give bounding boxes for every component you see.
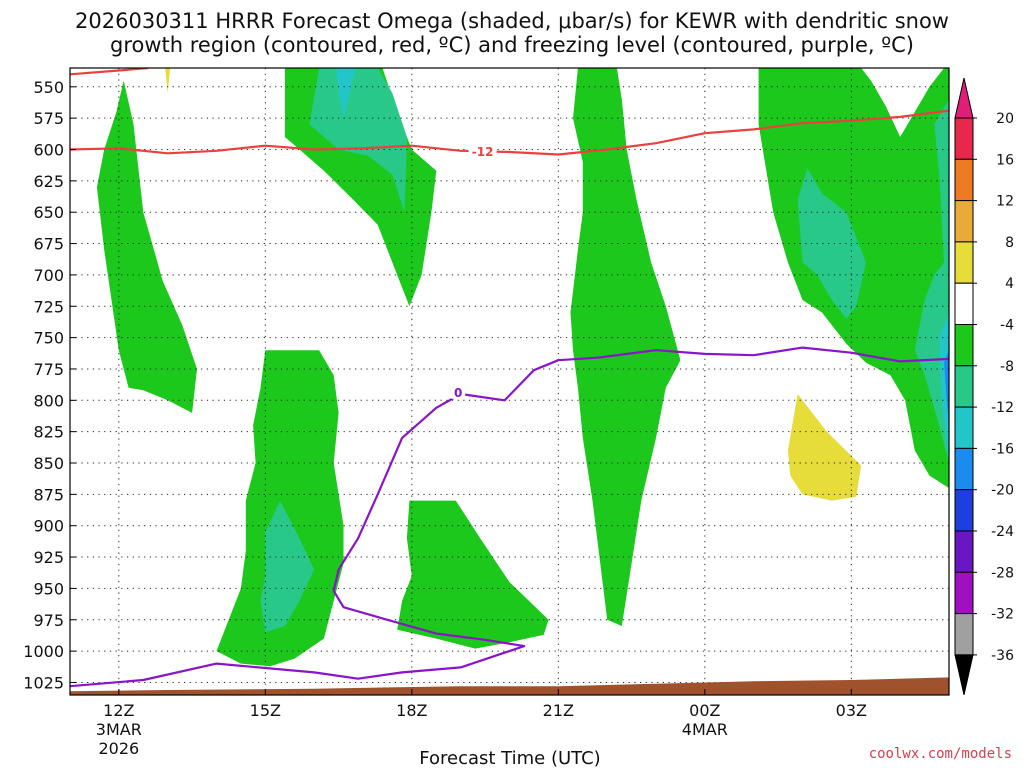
colorbar-label: 20 (996, 111, 1014, 127)
x-tick-date: 3MAR (96, 720, 142, 739)
chart-title-line2: growth region (contoured, red, ºC) and f… (110, 33, 914, 57)
colorbar-swatch (954, 571, 974, 615)
y-tick-label: 1025 (23, 673, 64, 692)
colorbar: 20 16 12 8 4 -4 -8 -12 -16 -20 -24 -28 -32 -36 (954, 77, 1014, 696)
y-tick-label: 850 (33, 454, 64, 473)
colorbar-bottom-arrow (954, 654, 974, 696)
y-axis: 550 575 600 625 650 675 700 725 750 775 800 825 850 8… (23, 78, 76, 692)
colorbar-label: 8 (1005, 235, 1014, 251)
colorbar-label: -32 (991, 607, 1014, 623)
contour-label-minus12: -12 (472, 145, 494, 159)
omega-blue-right-edge (944, 350, 949, 426)
colorbar-swatch (954, 241, 974, 284)
terrain-layer (70, 677, 949, 695)
colorbar-label: -8 (1000, 359, 1014, 375)
y-tick-label: 700 (33, 266, 64, 285)
x-axis-label: Forecast Time (UTC) (419, 748, 600, 768)
omega-teal-right-mid (797, 168, 866, 319)
colorbar-swatch (954, 158, 974, 202)
contour-label-freezing: 0 (454, 386, 462, 400)
colorbar-label: 12 (996, 194, 1014, 210)
y-tick-label: 725 (33, 297, 64, 316)
omega-green-18z-lower (397, 500, 549, 649)
omega-teal-15z-lower (260, 500, 315, 633)
colorbar-swatch (954, 489, 974, 532)
y-tick-label: 625 (33, 172, 64, 191)
colorbar-label: -4 (1000, 318, 1014, 334)
colorbar-label: -16 (991, 441, 1014, 457)
omega-yellow-right (787, 394, 862, 501)
omega-teal-15z-upper (309, 68, 407, 213)
y-tick-label: 650 (33, 203, 64, 222)
chart-title-line1: 2026030311 HRRR Forecast Omega (shaded, … (75, 9, 949, 33)
y-tick-label: 875 (33, 485, 64, 504)
colorbar-swatch (954, 406, 974, 449)
dgz-minus12-topleft (70, 68, 149, 76)
omega-yellow-top (165, 68, 171, 94)
omega-teal-right-edge (914, 99, 949, 464)
x-tick-label: 21Z (543, 701, 574, 720)
credit-text: coolwx.com/models (869, 746, 1012, 762)
contour-label-bg (468, 142, 497, 158)
ground (70, 677, 949, 695)
y-tick-label: 675 (33, 235, 64, 254)
x-tick-label: 03Z (836, 701, 867, 720)
colorbar-label: -24 (991, 524, 1014, 540)
colorbar-label: 16 (996, 152, 1014, 168)
y-tick-label: 600 (33, 141, 64, 160)
x-tick-label: 15Z (250, 701, 281, 720)
contour-labels: -12 0 (451, 142, 497, 400)
omega-green-left (96, 80, 197, 413)
colorbar-swatch (954, 613, 974, 656)
y-tick-label: 775 (33, 360, 64, 379)
colorbar-swatch (954, 324, 974, 367)
colorbar-label: 4 (1005, 276, 1014, 292)
plot-frame (69, 67, 950, 696)
gridlines (70, 68, 949, 695)
x-tick-label: 00Z (689, 701, 720, 720)
omega-green-21z (570, 68, 681, 626)
x-tick-year: 2026 (98, 739, 139, 758)
contour-layer (70, 68, 949, 688)
colorbar-swatch (954, 200, 974, 243)
colorbar-label: -28 (991, 565, 1014, 581)
colorbar-label: -36 (991, 648, 1014, 664)
y-tick-label: 975 (33, 611, 64, 630)
y-tick-label: 825 (33, 423, 64, 442)
omega-cyan-right-edge (939, 312, 949, 463)
y-tick-label: 800 (33, 391, 64, 410)
contour-label-bg (451, 383, 466, 399)
colorbar-swatch (954, 447, 974, 491)
x-tick-label: 12Z (103, 701, 134, 720)
x-tick-date: 4MAR (682, 720, 728, 739)
colorbar-swatch (954, 530, 974, 573)
colorbar-label: -20 (991, 483, 1014, 499)
y-tick-label: 575 (33, 109, 64, 128)
colorbar-swatch (954, 117, 974, 160)
omega-shading-layer (96, 68, 949, 667)
colorbar-swatch (954, 282, 974, 326)
dgz-minus12 (70, 109, 949, 156)
y-tick-label: 950 (33, 579, 64, 598)
x-tick-label: 18Z (396, 701, 427, 720)
y-tick-label: 900 (33, 517, 64, 536)
y-tick-label: 1000 (23, 642, 64, 661)
omega-cyan-15z-upper (336, 68, 356, 119)
y-tick-label: 925 (33, 548, 64, 567)
colorbar-swatch (954, 365, 974, 408)
y-tick-label: 550 (33, 78, 64, 97)
y-tick-label: 750 (33, 329, 64, 348)
colorbar-label: -12 (991, 400, 1014, 416)
freezing-level-0 (70, 346, 949, 688)
